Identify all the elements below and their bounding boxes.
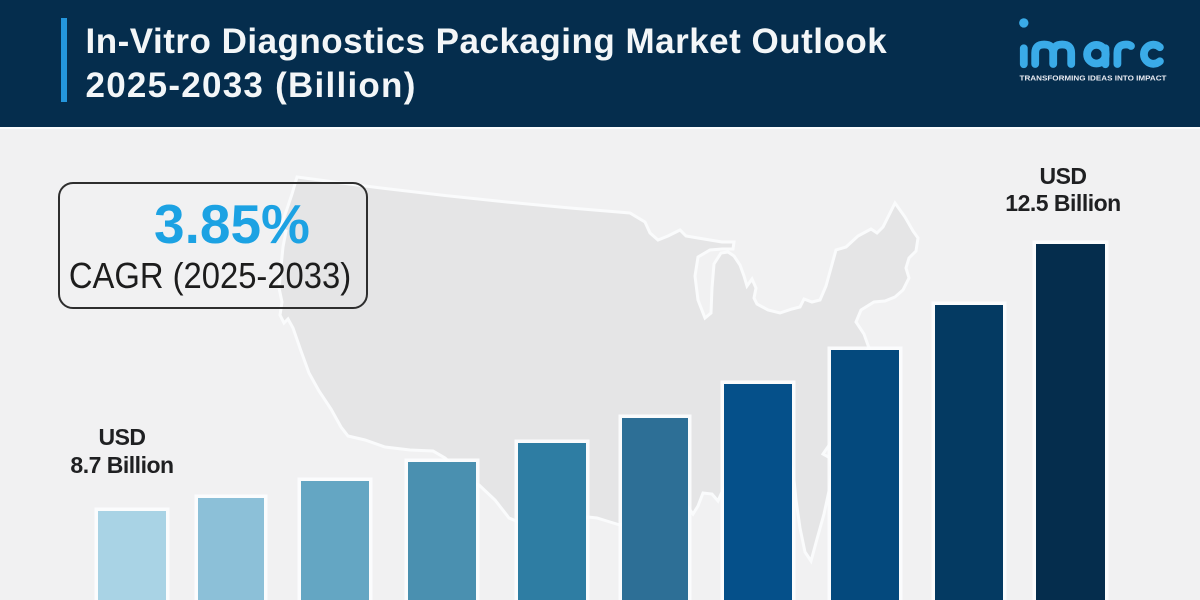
svg-text:TRANSFORMING IDEAS INTO IMPACT: TRANSFORMING IDEAS INTO IMPACT [1020,74,1167,83]
